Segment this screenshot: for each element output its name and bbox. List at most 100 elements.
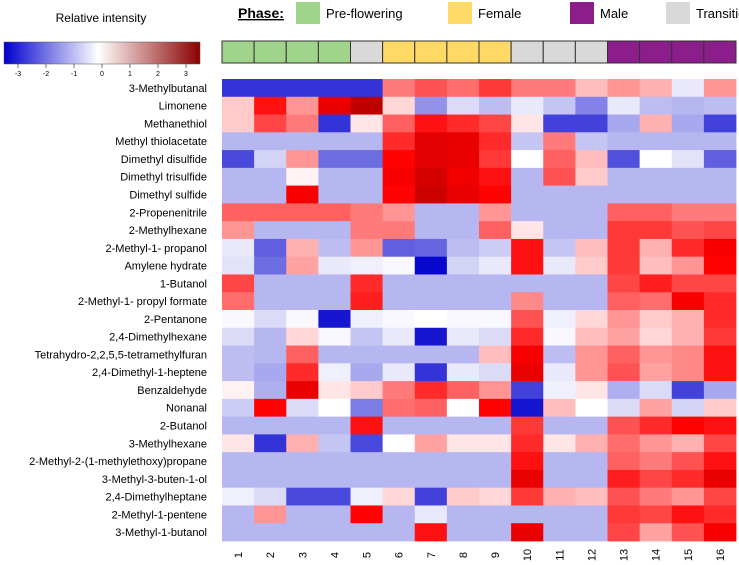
heatmap-cell <box>286 96 319 115</box>
heatmap-cell <box>703 274 737 293</box>
heatmap-cell <box>222 469 255 489</box>
heatmap-cell <box>254 221 287 240</box>
heatmap-cell <box>543 310 576 329</box>
heatmap-cell <box>318 79 351 98</box>
heatmap-cell <box>382 452 416 471</box>
heatmap-cell <box>543 167 576 187</box>
phase-bar-cell <box>414 40 448 64</box>
heatmap-cell <box>382 256 416 275</box>
column-labels: 1 2 3 4 5 6 7 8 9 10 11 12 13 14 15 16 <box>233 549 727 561</box>
heatmap-cell <box>414 434 448 453</box>
heatmap-cell <box>607 132 641 151</box>
heatmap-cell <box>575 96 608 115</box>
color-scale-ticks: -3 -2 -1 0 1 2 3 <box>15 64 188 78</box>
heatmap-cell <box>222 434 255 453</box>
scale-tick-label: 3 <box>184 71 188 78</box>
heatmap-cell <box>639 79 673 98</box>
heatmap-cell <box>350 274 384 293</box>
heatmap-cell <box>703 434 737 453</box>
heatmap-cell <box>575 310 608 329</box>
heatmap-cell <box>222 114 255 133</box>
row-label: 3-Methyl-1-butanol <box>115 527 207 539</box>
heatmap-cell <box>318 256 351 275</box>
heatmap-cell <box>671 345 705 364</box>
heatmap-cell <box>286 381 319 400</box>
phase-bar-cell <box>382 40 416 64</box>
row-label: 2,4-Dimethylhexane <box>109 332 207 344</box>
heatmap-cell <box>414 238 448 258</box>
heatmap-cell <box>414 185 448 204</box>
heatmap-cell <box>671 150 705 169</box>
row-label: 2-Methyl-2-(1-methylethoxy)propane <box>29 456 207 468</box>
phase-bar-cell <box>221 40 255 64</box>
row-label: Benzaldehyde <box>137 385 207 397</box>
heatmap-cell <box>254 398 287 418</box>
heatmap-cell <box>575 203 608 222</box>
row-label: 2-Propenenitrile <box>129 207 207 219</box>
heatmap-cell <box>382 132 416 151</box>
heatmap-cell <box>479 327 512 346</box>
heatmap-cell <box>671 238 705 258</box>
heatmap-cell <box>414 256 448 275</box>
row-label: Amylene hydrate <box>124 261 207 273</box>
heatmap-cell <box>607 381 641 400</box>
heatmap-cell <box>479 310 512 329</box>
heatmap-cell <box>446 345 480 364</box>
heatmap-cell <box>382 327 416 346</box>
heatmap-cell <box>703 469 737 489</box>
heatmap-cell <box>479 185 512 204</box>
heatmap-cell <box>254 416 287 435</box>
heatmap-cell <box>254 327 287 346</box>
heatmap-cell <box>543 416 576 435</box>
row-label: 2,4-Dimethyl-1-heptene <box>92 367 207 379</box>
phase-legend-label: Male <box>600 6 628 21</box>
heatmap-cell <box>639 274 673 293</box>
heatmap-cell <box>414 310 448 329</box>
heatmap-cell <box>543 345 576 364</box>
heatmap-cell <box>479 487 512 506</box>
color-scale-bar <box>3 41 201 65</box>
heatmap-cell <box>639 221 673 240</box>
heatmap-cell <box>254 345 287 364</box>
heatmap-cell <box>671 203 705 222</box>
heatmap-cell <box>607 256 641 275</box>
heatmap-cell <box>254 452 287 471</box>
heatmap-cell <box>350 185 384 204</box>
heatmap-cell <box>254 523 287 542</box>
heatmap-cell <box>543 256 576 275</box>
heatmap-cell <box>575 505 608 524</box>
heatmap-cell <box>575 434 608 453</box>
heatmap-cell <box>511 185 544 204</box>
heatmap-cell <box>286 167 319 187</box>
heatmap-cell <box>446 274 480 293</box>
heatmap-cell <box>543 114 576 133</box>
heatmap-cell <box>511 203 544 222</box>
heatmap-cell <box>286 132 319 151</box>
heatmap-cell <box>446 398 480 418</box>
heatmap-cell <box>479 79 512 98</box>
heatmap-cell <box>222 203 255 222</box>
heatmap-cell <box>318 310 351 329</box>
heatmap-cell <box>286 256 319 275</box>
phase-bar-cell <box>253 40 287 64</box>
heatmap-cell <box>703 398 737 418</box>
heatmap-cell <box>414 523 448 542</box>
heatmap-cell <box>639 363 673 382</box>
heatmap-cell <box>286 416 319 435</box>
heatmap-cell <box>671 452 705 471</box>
column-label: 3 <box>297 552 309 558</box>
heatmap-cell <box>607 238 641 258</box>
heatmap-cell <box>607 292 641 311</box>
heatmap-cell <box>607 221 641 240</box>
heatmap-cell <box>639 452 673 471</box>
heatmap-cell <box>607 416 641 435</box>
heatmap-cell <box>639 132 673 151</box>
heatmap-cell <box>286 150 319 169</box>
heatmap-cell <box>318 114 351 133</box>
heatmap-cell <box>671 114 705 133</box>
heatmap-cell <box>222 185 255 204</box>
heatmap-cell <box>222 96 255 115</box>
heatmap-cell <box>575 132 608 151</box>
heatmap-cell <box>511 238 544 258</box>
